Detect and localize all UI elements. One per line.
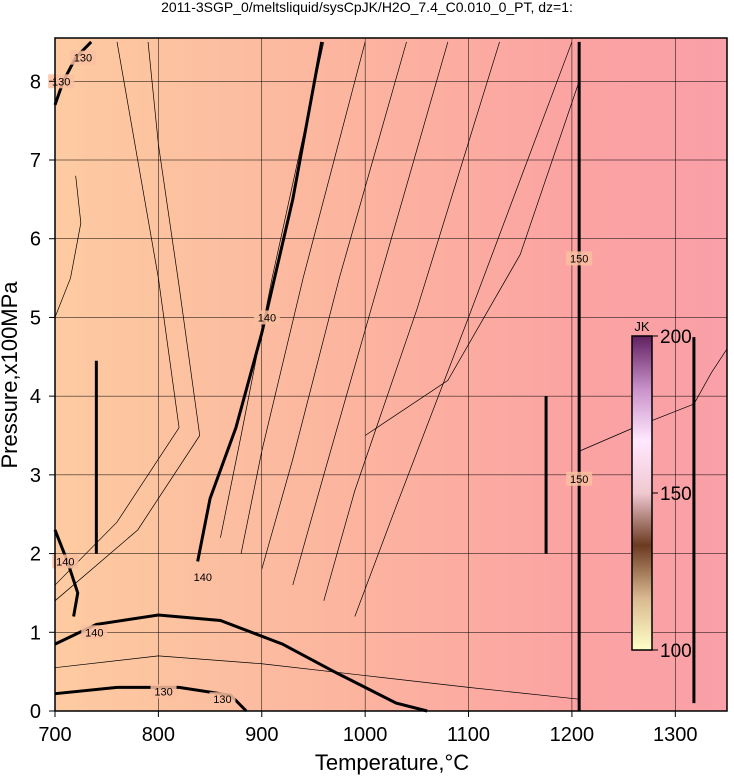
- thin-contour: [693, 348, 728, 405]
- y-tick-label: 1: [30, 622, 41, 644]
- contour-label-bg: [209, 692, 236, 707]
- frame: [54, 37, 728, 712]
- contour-label: 150: [570, 474, 588, 486]
- y-tick-label: 3: [30, 465, 41, 487]
- contour-label-bg: [69, 50, 96, 65]
- colorbar-tick-label: 100: [660, 641, 692, 662]
- thin-contour: [354, 41, 573, 617]
- colorbar-tick-label: 200: [660, 327, 692, 348]
- contour-label: 130: [52, 76, 70, 88]
- contour-label: 130: [213, 694, 231, 706]
- background: [55, 38, 727, 711]
- x-tick-label: 800: [142, 724, 175, 746]
- contour-label: 150: [570, 253, 588, 265]
- colorbar-label: JK: [634, 319, 650, 334]
- contour: [54, 685, 248, 713]
- contour-label-bg: [566, 251, 593, 266]
- y-tick-label: 4: [30, 386, 41, 408]
- contour-label: 140: [258, 312, 276, 324]
- y-tick-label: 7: [30, 150, 41, 172]
- thin-contour: [292, 41, 449, 586]
- thin-contour: [54, 175, 82, 318]
- thin-contour: [54, 41, 201, 602]
- contour: [53, 40, 93, 106]
- y-axis-label: Pressure,x100MPa: [0, 281, 22, 469]
- contour-label-bg: [150, 684, 177, 699]
- x-tick-label: 900: [245, 724, 278, 746]
- contour-label: 140: [85, 627, 103, 639]
- contour-label: 140: [56, 556, 74, 568]
- y-tick-label: 8: [30, 71, 41, 93]
- x-tick-label: 1000: [343, 724, 388, 746]
- contour-label-bg: [566, 471, 593, 486]
- contour: [196, 41, 324, 562]
- contour-label: 130: [74, 53, 92, 65]
- y-tick-label: 5: [30, 307, 41, 329]
- x-tick-label: 1100: [447, 724, 490, 746]
- contour-label-bg: [253, 310, 280, 325]
- colorbar-tick-label: 150: [660, 484, 692, 505]
- chart-title: 2011-3SGP_0/meltsliquid/sysCpJK/H2O_7.4_…: [161, 0, 573, 15]
- x-tick-label: 1200: [550, 724, 595, 746]
- contour-label: 140: [194, 572, 212, 584]
- contour-label-bg: [189, 570, 216, 585]
- thin-contour: [54, 41, 180, 586]
- y-tick-label: 0: [30, 701, 41, 723]
- plot-area: 130 130 140 140 140 140 130 130 150 150: [48, 37, 728, 713]
- contour: [54, 613, 428, 713]
- contour-label-bg: [81, 625, 108, 640]
- x-tick-label: 700: [38, 724, 71, 746]
- contour-label: 130: [154, 686, 172, 698]
- contour-label-bg: [52, 554, 79, 569]
- x-tick-label: 1300: [653, 724, 698, 746]
- thin-contour: [323, 41, 500, 601]
- y-tick-label: 6: [30, 229, 41, 251]
- y-tick-label: 2: [30, 544, 41, 566]
- colorbar: [631, 335, 653, 651]
- thin-contour: [54, 655, 580, 700]
- contour: [53, 529, 80, 617]
- x-axis-label: Temperature,°C: [315, 750, 469, 775]
